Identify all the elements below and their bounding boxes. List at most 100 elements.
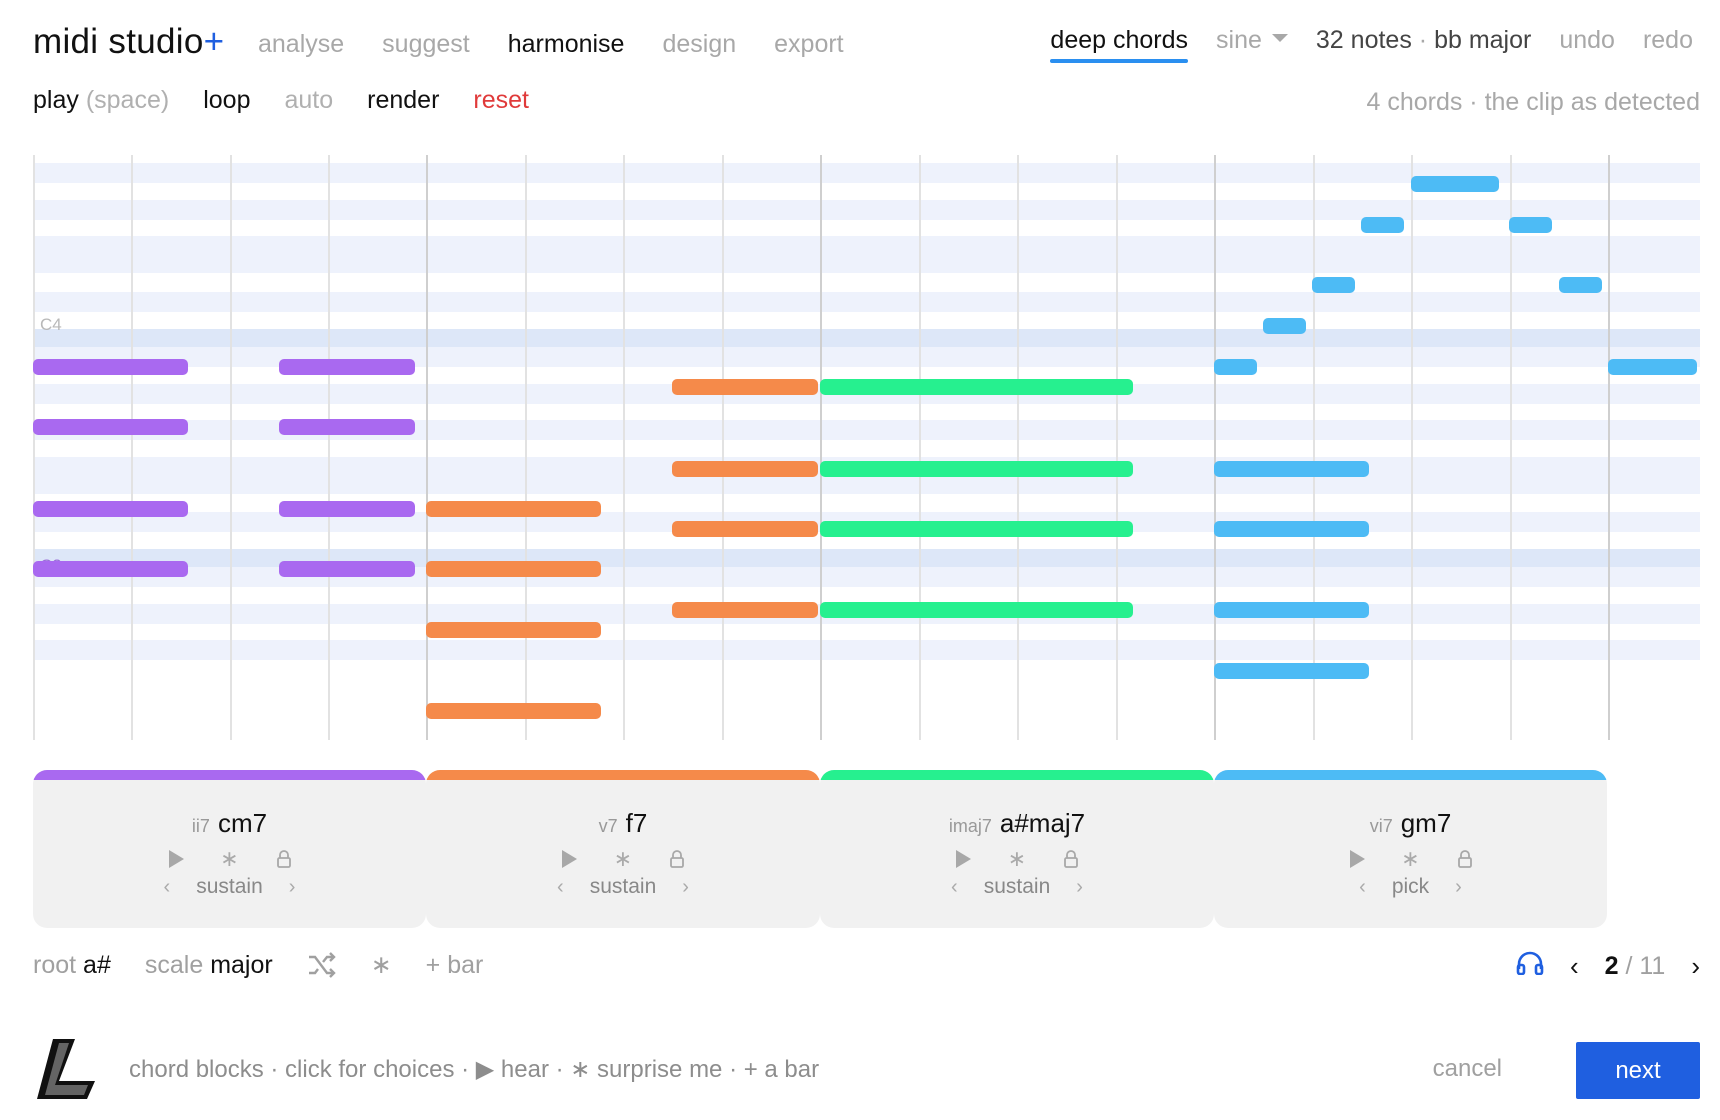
midi-note[interactable]	[33, 501, 188, 517]
scale-select[interactable]: scale major	[145, 951, 273, 980]
midi-note[interactable]	[1263, 318, 1306, 334]
chord-color-bar	[426, 770, 820, 780]
surprise-icon[interactable]: ∗	[1401, 846, 1420, 871]
midi-note[interactable]	[426, 501, 601, 517]
play-icon[interactable]	[951, 847, 975, 871]
nav-analyse[interactable]: analyse	[258, 30, 345, 58]
midi-note[interactable]	[672, 602, 818, 618]
beat-line	[1116, 155, 1118, 740]
chevron-left-icon[interactable]: ‹	[163, 875, 171, 898]
midi-note[interactable]	[820, 379, 1133, 395]
lock-icon[interactable]	[1059, 847, 1083, 871]
midi-note[interactable]	[33, 359, 188, 375]
chevron-right-icon[interactable]: ›	[1455, 875, 1462, 898]
bar-line	[820, 155, 822, 740]
chevron-right-icon[interactable]: ›	[1076, 875, 1083, 898]
midi-note[interactable]	[279, 501, 415, 517]
tab-deep-chords[interactable]: deep chords	[1050, 26, 1188, 63]
midi-note[interactable]	[672, 461, 818, 477]
chord-block[interactable]: ii7 cm7 ∗ ‹ sustain ›	[33, 770, 426, 928]
chevron-right-icon[interactable]: ›	[682, 875, 689, 898]
voicing-label[interactable]: pick	[1391, 875, 1430, 898]
page-slash: /	[1625, 952, 1633, 980]
chevron-left-icon[interactable]: ‹	[1569, 951, 1579, 981]
root-select[interactable]: root a#	[33, 951, 111, 980]
midi-note[interactable]	[279, 359, 415, 375]
sound-select[interactable]: sine	[1216, 26, 1288, 55]
play-label: play	[33, 86, 79, 114]
chord-block[interactable]: imaj7 a#maj7 ∗ ‹ sustain ›	[820, 770, 1214, 928]
midi-note[interactable]	[820, 461, 1133, 477]
midi-note[interactable]	[1214, 521, 1369, 537]
redo-button[interactable]: redo	[1642, 26, 1693, 54]
play-icon[interactable]	[1345, 847, 1369, 871]
beat-line	[1313, 155, 1315, 740]
cancel-button[interactable]: cancel	[1432, 1055, 1502, 1082]
nav-design[interactable]: design	[662, 30, 737, 58]
voicing-row: ‹ sustain ›	[33, 875, 426, 899]
midi-note[interactable]	[1214, 602, 1369, 618]
chord-block[interactable]: vi7 gm7 ∗ ‹ pick ›	[1214, 770, 1607, 928]
add-bar-button[interactable]: + bar	[425, 950, 484, 979]
lock-icon[interactable]	[1453, 847, 1477, 871]
midi-note[interactable]	[426, 622, 601, 638]
voicing-label[interactable]: sustain	[196, 875, 263, 898]
chevron-left-icon[interactable]: ‹	[557, 875, 564, 898]
chord-actions: ∗	[1214, 846, 1607, 872]
midi-note[interactable]	[279, 561, 415, 577]
voicing-label[interactable]: sustain	[589, 875, 657, 898]
voicing-label[interactable]: sustain	[983, 875, 1051, 898]
chord-block[interactable]: v7 f7 ∗ ‹ sustain ›	[426, 770, 820, 928]
chevron-down-icon	[1271, 34, 1288, 43]
next-button[interactable]: next	[1576, 1042, 1700, 1099]
nav-export[interactable]: export	[774, 30, 844, 58]
midi-note[interactable]	[33, 419, 188, 435]
midi-note[interactable]	[1214, 359, 1257, 375]
beat-line	[328, 155, 330, 740]
play-icon[interactable]	[164, 847, 188, 871]
chevron-left-icon[interactable]: ‹	[951, 875, 958, 898]
play-icon[interactable]	[557, 847, 581, 871]
midi-note[interactable]	[1559, 277, 1602, 293]
midi-note[interactable]	[1361, 217, 1404, 233]
piano-roll[interactable]: C4 C3	[33, 155, 1700, 740]
midi-note[interactable]	[426, 561, 601, 577]
midi-note[interactable]	[1411, 176, 1499, 192]
midi-note[interactable]	[1608, 359, 1697, 375]
shuffle-icon[interactable]	[307, 951, 337, 979]
chord-name: gm7	[1400, 808, 1452, 838]
midi-note[interactable]	[279, 419, 415, 435]
chevron-right-icon[interactable]: ›	[288, 875, 296, 898]
midi-note[interactable]	[1214, 663, 1369, 679]
loop-button[interactable]: loop	[203, 86, 251, 114]
chevron-left-icon[interactable]: ‹	[1359, 875, 1366, 898]
midi-note[interactable]	[1214, 461, 1369, 477]
chevron-right-icon[interactable]: ›	[1691, 951, 1700, 981]
undo-button[interactable]: undo	[1559, 26, 1615, 54]
lock-icon[interactable]	[272, 847, 296, 871]
surprise-icon[interactable]: ∗	[1007, 846, 1027, 871]
midi-note[interactable]	[672, 379, 818, 395]
surprise-icon[interactable]: ∗	[613, 846, 633, 871]
render-button[interactable]: render	[367, 86, 440, 114]
midi-note[interactable]	[820, 602, 1133, 618]
midi-note[interactable]	[426, 703, 601, 719]
surprise-icon[interactable]: ∗	[370, 951, 392, 979]
main-nav: analyse suggest harmonise design export	[258, 30, 844, 59]
midi-note[interactable]	[1509, 217, 1552, 233]
lock-icon[interactable]	[665, 847, 689, 871]
midi-note[interactable]	[672, 521, 818, 537]
nav-suggest[interactable]: suggest	[382, 30, 470, 58]
midi-note[interactable]	[1312, 277, 1355, 293]
reset-button[interactable]: reset	[473, 86, 529, 114]
surprise-icon[interactable]: ∗	[220, 846, 239, 871]
play-button[interactable]: play (space)	[33, 86, 169, 115]
nav-harmonise[interactable]: harmonise	[507, 30, 625, 58]
midi-note[interactable]	[33, 561, 188, 577]
beat-line	[1017, 155, 1019, 740]
headphones-icon[interactable]	[1516, 951, 1544, 982]
midi-note[interactable]	[820, 521, 1133, 537]
chord-name-row: vi7 gm7	[1214, 808, 1607, 839]
auto-button[interactable]: auto	[284, 86, 334, 114]
beat-line	[722, 155, 724, 740]
